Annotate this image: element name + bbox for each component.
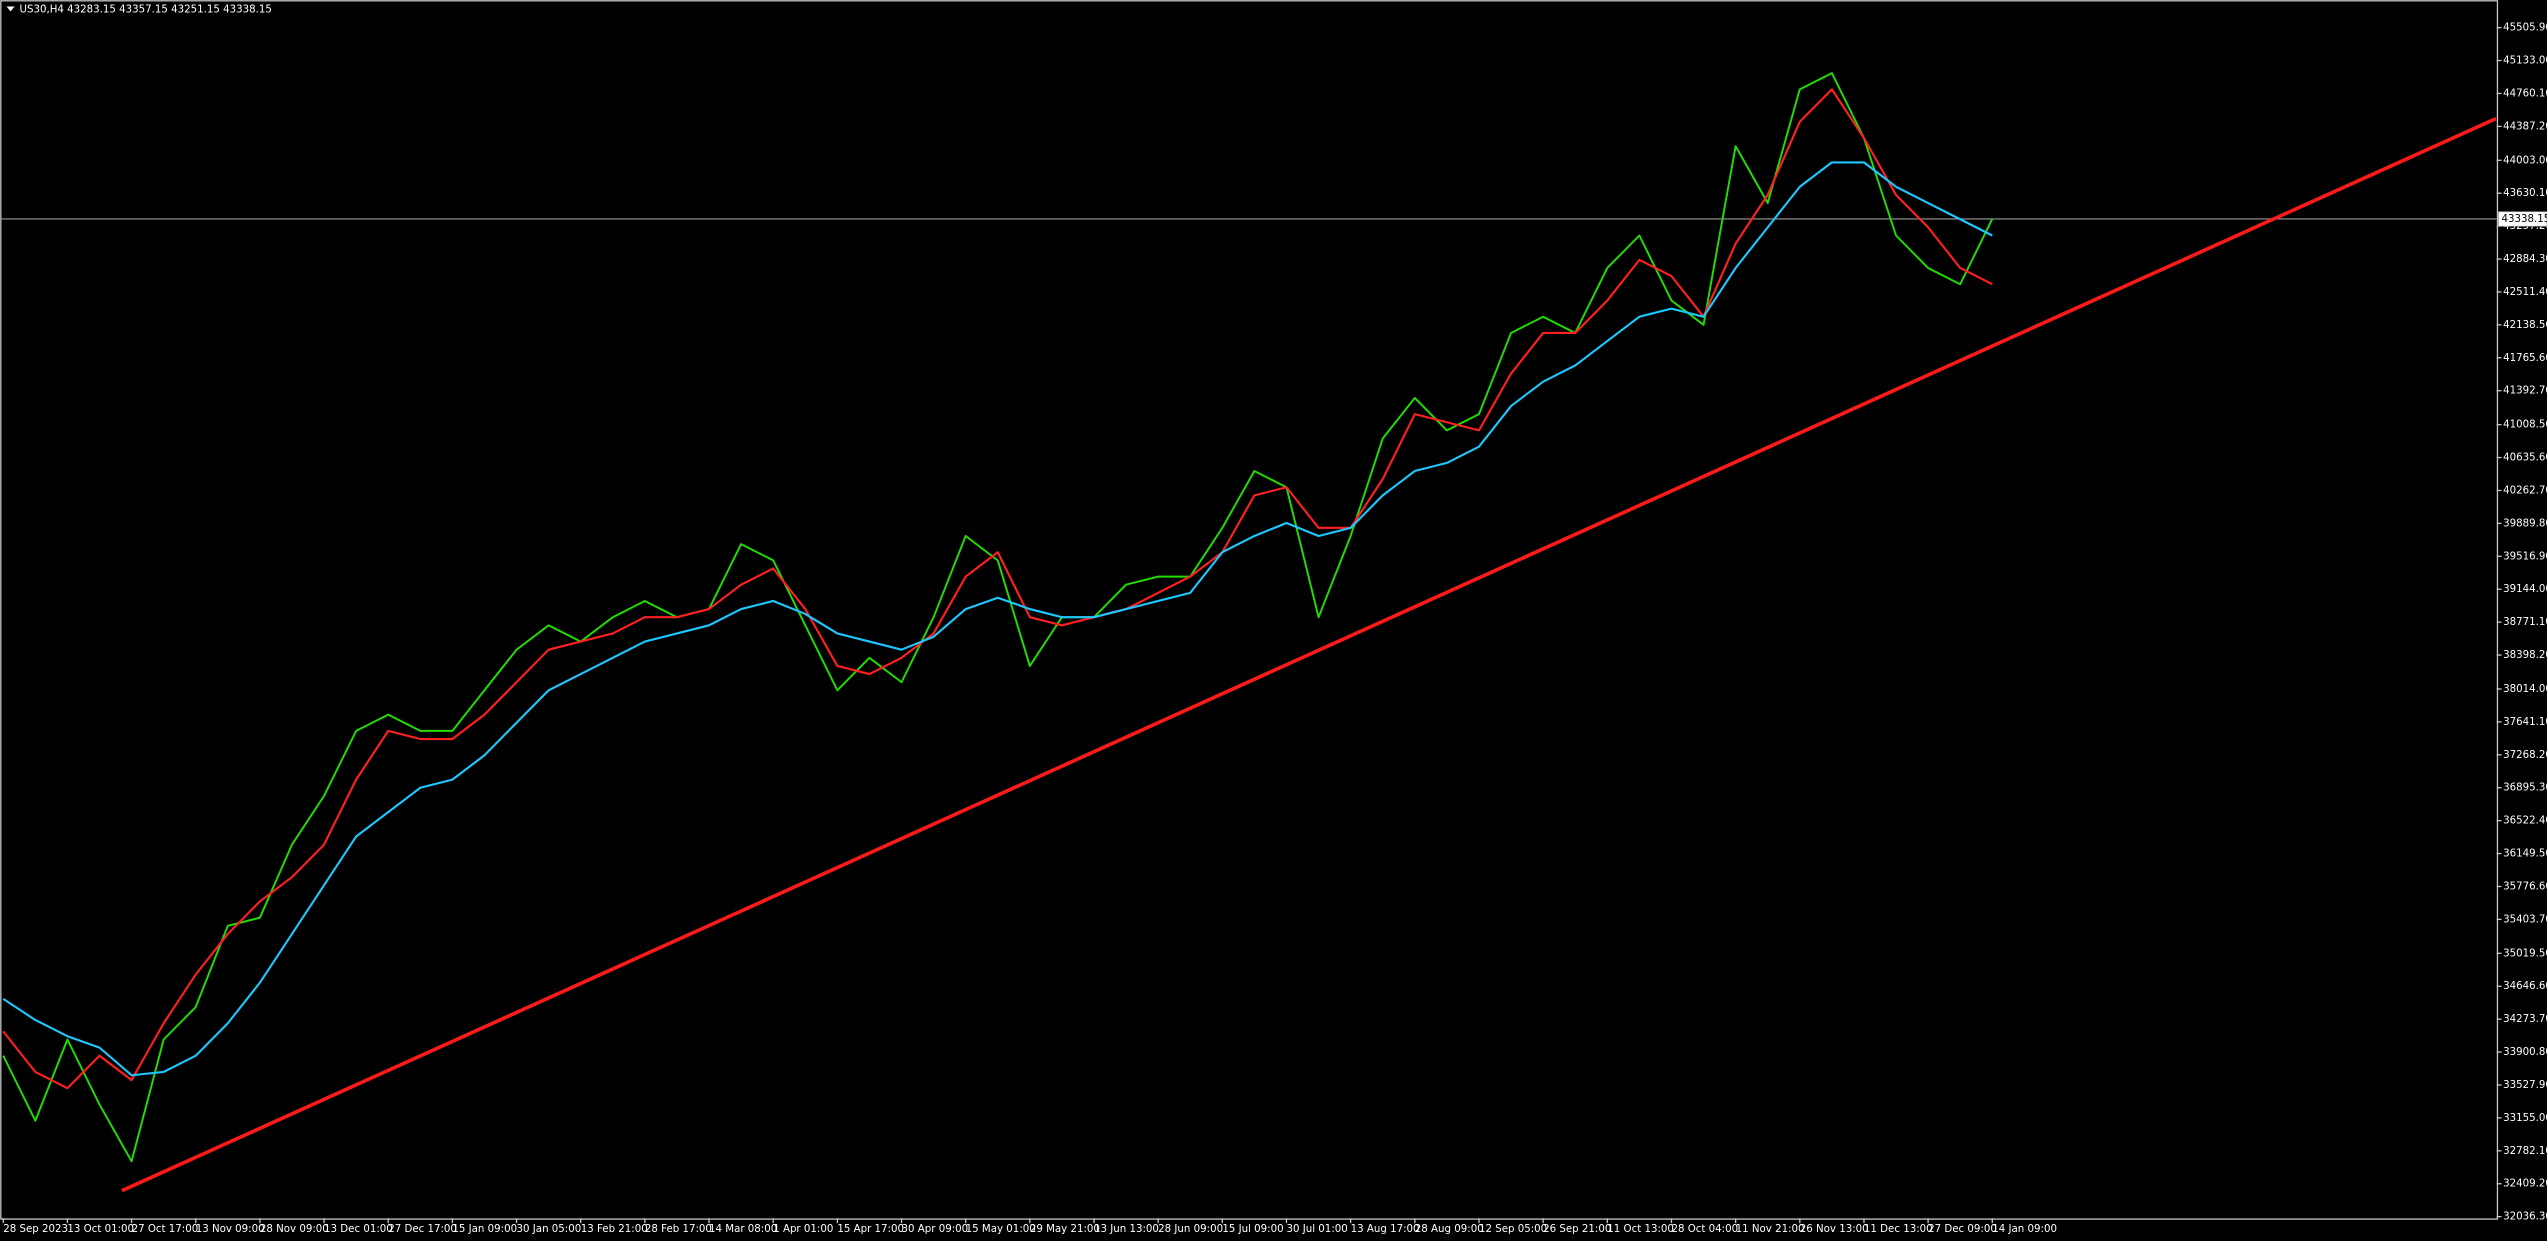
y-tick-label: 44760.10 — [2503, 88, 2547, 99]
x-tick-label: 28 Nov 09:00 — [260, 1224, 329, 1235]
y-tick-label: 40635.60 — [2503, 453, 2547, 464]
y-tick-label: 32409.20 — [2503, 1179, 2547, 1190]
x-tick-label: 13 Aug 17:00 — [1351, 1224, 1420, 1235]
y-tick-label: 40262.70 — [2503, 485, 2547, 496]
y-tick-label: 45133.00 — [2503, 56, 2547, 67]
y-tick-label: 34273.70 — [2503, 1014, 2547, 1025]
x-tick-label: 1 Apr 01:00 — [773, 1224, 833, 1235]
y-tick-label: 42884.30 — [2503, 254, 2547, 265]
y-tick-label: 41392.70 — [2503, 386, 2547, 397]
y-tick-label: 38014.00 — [2503, 684, 2547, 695]
x-tick-label: 13 Jun 13:00 — [1094, 1224, 1159, 1235]
x-tick-label: 13 Nov 09:00 — [196, 1224, 265, 1235]
y-tick-label: 45505.90 — [2503, 23, 2547, 34]
x-tick-label: 27 Dec 09:00 — [1928, 1224, 1997, 1235]
x-tick-label: 27 Dec 17:00 — [388, 1224, 457, 1235]
y-tick-label: 38771.10 — [2503, 617, 2547, 628]
x-tick-label: 13 Feb 21:00 — [581, 1224, 648, 1235]
x-tick-label: 11 Oct 13:00 — [1607, 1224, 1674, 1235]
x-tick-label: 14 Mar 08:00 — [709, 1224, 777, 1235]
y-tick-label: 39889.80 — [2503, 518, 2547, 529]
y-tick-label: 32036.30 — [2503, 1212, 2547, 1223]
x-tick-label: 11 Nov 21:00 — [1736, 1224, 1805, 1235]
x-tick-label: 28 Sep 2023 — [3, 1224, 68, 1235]
x-tick-label: 12 Sep 05:00 — [1479, 1224, 1547, 1235]
x-tick-label: 28 Jun 09:00 — [1158, 1224, 1223, 1235]
y-tick-label: 43630.10 — [2503, 188, 2547, 199]
y-tick-label: 41765.60 — [2503, 353, 2547, 364]
y-tick-label: 44387.20 — [2503, 121, 2547, 132]
trend-line — [121, 116, 2497, 1193]
y-tick-label: 36895.30 — [2503, 783, 2547, 794]
y-tick-label: 41008.50 — [2503, 420, 2547, 431]
menu-arrow[interactable] — [6, 6, 15, 12]
chart-title: US30,H4 43283.15 43357.15 43251.15 43338… — [20, 5, 272, 16]
x-tick-label: 28 Feb 17:00 — [645, 1224, 712, 1235]
y-tick-label: 39516.90 — [2503, 551, 2547, 562]
y-tick-label: 33155.00 — [2503, 1113, 2547, 1124]
price-line — [2, 72, 1994, 1163]
x-tick-label: 27 Oct 17:00 — [132, 1224, 199, 1235]
x-tick-label: 26 Sep 21:00 — [1543, 1224, 1611, 1235]
y-tick-label: 37641.10 — [2503, 717, 2547, 728]
x-tick-label: 15 May 01:00 — [966, 1224, 1036, 1235]
x-tick-label: 29 May 21:00 — [1030, 1224, 1100, 1235]
x-tick-label: 13 Oct 01:00 — [67, 1224, 134, 1235]
y-tick-label: 35403.70 — [2503, 914, 2547, 925]
y-tick-label: 32782.10 — [2503, 1146, 2547, 1157]
x-tick-label: 28 Oct 04:00 — [1671, 1224, 1738, 1235]
y-tick-label: 33527.90 — [2503, 1080, 2547, 1091]
x-tick-label: 30 Jan 05:00 — [517, 1224, 582, 1235]
y-tick-label: 33900.80 — [2503, 1047, 2547, 1058]
x-tick-label: 26 Nov 13:00 — [1800, 1224, 1869, 1235]
y-tick-label: 39144.00 — [2503, 584, 2547, 595]
y-tick-label: 36149.50 — [2503, 849, 2547, 860]
x-tick-label: 13 Dec 01:00 — [324, 1224, 393, 1235]
price-line — [2, 161, 1993, 1077]
y-tick-label: 34646.60 — [2503, 981, 2547, 992]
y-tick-label: 42138.50 — [2503, 320, 2547, 331]
y-tick-label: 42511.40 — [2503, 287, 2547, 298]
x-tick-label: 15 Jan 09:00 — [452, 1224, 517, 1235]
y-tick-label: 36522.40 — [2503, 816, 2547, 827]
y-tick-label: 35019.50 — [2503, 948, 2547, 959]
y-tick-label: 37268.20 — [2503, 750, 2547, 761]
x-tick-label: 30 Jul 01:00 — [1286, 1224, 1347, 1235]
y-tick-label: 35776.60 — [2503, 881, 2547, 892]
plot-frame — [0, 0, 2499, 1220]
x-tick-label: 11 Dec 13:00 — [1864, 1224, 1933, 1235]
x-tick-label: 14 Jan 09:00 — [1992, 1224, 2057, 1235]
last-price-label: 43338.15 — [2502, 214, 2547, 225]
x-tick-label: 30 Apr 09:00 — [902, 1224, 969, 1235]
x-tick-label: 28 Aug 09:00 — [1415, 1224, 1484, 1235]
x-tick-label: 15 Jul 09:00 — [1222, 1224, 1283, 1235]
y-tick-label: 44003.00 — [2503, 155, 2547, 166]
x-tick-label: 15 Apr 17:00 — [837, 1224, 904, 1235]
price-line — [2, 88, 1993, 1090]
y-tick-label: 38398.20 — [2503, 650, 2547, 661]
